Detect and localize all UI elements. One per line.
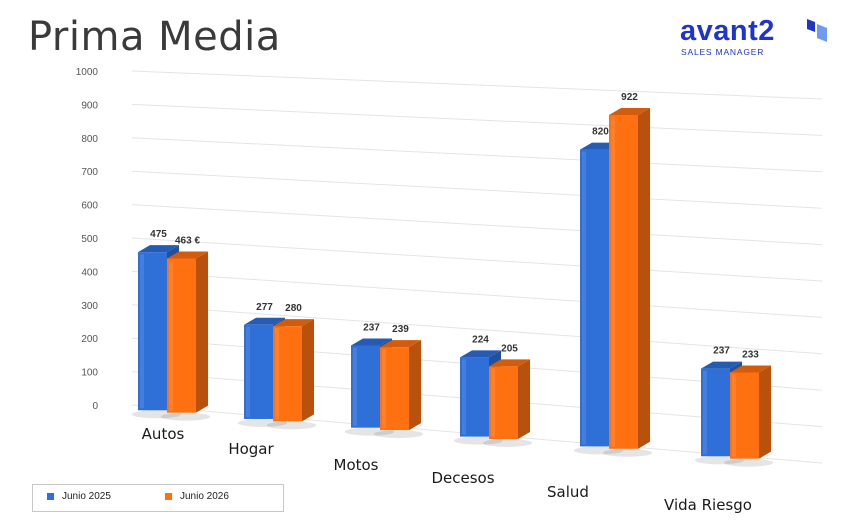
bar-side — [196, 251, 208, 413]
bar-highlight — [611, 117, 615, 447]
x-category-label: Salud — [547, 483, 589, 501]
bar-side — [759, 365, 771, 459]
x-category-label: Autos — [142, 425, 185, 443]
bar-shadow — [373, 430, 424, 439]
gridline — [131, 170, 823, 209]
bar-decesos-1 — [460, 357, 489, 437]
bar-top — [167, 251, 208, 259]
bar-highlight — [732, 374, 736, 457]
gridline — [131, 70, 823, 100]
logo-subtitle: SALES MANAGER — [681, 47, 765, 57]
bar-top — [730, 365, 771, 373]
bar-highlight — [491, 368, 495, 437]
bar-top — [489, 359, 530, 367]
bar-highlight — [353, 347, 357, 426]
legend-swatch-junio-2025 — [47, 493, 54, 500]
bar-salud-2 — [609, 115, 638, 449]
bar-top — [380, 340, 421, 348]
y-tick-label: 100 — [81, 368, 98, 379]
bar-side — [518, 359, 530, 439]
bar-top — [701, 361, 742, 369]
bar-top — [138, 245, 179, 253]
x-category-label: Vida Riesgo — [664, 496, 752, 514]
bar-top — [351, 338, 392, 346]
y-tick-label: 0 — [92, 401, 98, 412]
brand-logo: avant2 SALES MANAGER — [680, 16, 840, 60]
logo-wordmark: avant2 — [680, 15, 775, 47]
bar-highlight — [703, 370, 707, 455]
bar-shadow — [160, 412, 211, 421]
y-tick-label: 800 — [81, 134, 98, 145]
gridline — [131, 204, 823, 246]
bar-highlight — [582, 151, 586, 445]
logo-mark-icon — [807, 19, 827, 42]
bar-shadow — [602, 448, 653, 457]
bar-shadow — [723, 458, 774, 467]
bar-autos-1 — [138, 252, 167, 411]
legend-item-junio-2026: Junio 2026 — [165, 491, 229, 502]
x-category-label: Decesos — [431, 469, 494, 487]
bar-side — [409, 340, 421, 431]
x-category-label: Hogar — [228, 440, 274, 458]
data-label: 922 — [621, 92, 638, 103]
y-tick-label: 200 — [81, 334, 98, 345]
bar-decesos-2 — [489, 366, 518, 439]
bar-hogar-1 — [244, 324, 273, 419]
bar-top — [609, 108, 650, 116]
y-tick-label: 900 — [81, 100, 98, 111]
bar-highlight — [246, 326, 250, 417]
y-tick-label: 300 — [81, 301, 98, 312]
legend-item-junio-2025: Junio 2025 — [47, 491, 111, 502]
y-tick-label: 500 — [81, 234, 98, 245]
legend: Junio 2025 Junio 2026 — [32, 484, 284, 512]
bar-highlight — [140, 254, 144, 409]
bar-top — [460, 350, 501, 358]
chart-title: Prima Media — [28, 14, 281, 60]
bar-highlight — [169, 260, 173, 411]
data-label: 280 — [285, 303, 302, 314]
bar-autos-2 — [167, 258, 196, 413]
y-tick-label: 700 — [81, 167, 98, 178]
gridline — [131, 137, 823, 173]
data-label: 820 — [592, 127, 609, 138]
gridline — [131, 103, 823, 136]
y-tick-label: 400 — [81, 267, 98, 278]
y-tick-label: 1000 — [76, 67, 99, 78]
bar-shadow — [266, 421, 317, 430]
data-label: 475 — [150, 229, 167, 240]
y-tick-label: 600 — [81, 201, 98, 212]
bar-vida-riesgo-2 — [730, 372, 759, 459]
data-label: 237 — [713, 346, 730, 357]
data-label: 239 — [392, 324, 409, 335]
bar-highlight — [382, 349, 386, 429]
bar-highlight — [275, 328, 279, 420]
gridline — [131, 270, 823, 318]
data-label: 233 — [742, 349, 759, 360]
bar-shadow — [482, 438, 533, 447]
legend-swatch-junio-2026 — [165, 493, 172, 500]
data-label: 463 € — [175, 235, 200, 246]
bar-motos-1 — [351, 345, 380, 428]
bar-hogar-2 — [273, 326, 302, 422]
bar-top — [273, 319, 314, 327]
data-label: 205 — [501, 343, 518, 354]
gridline — [131, 304, 823, 355]
data-label: 224 — [472, 334, 489, 345]
bar-highlight — [462, 359, 466, 435]
gridline — [131, 237, 823, 282]
x-category-label: Motos — [334, 456, 379, 474]
bar-side — [302, 319, 314, 422]
bar-vida-riesgo-1 — [701, 368, 730, 457]
data-label: 277 — [256, 302, 273, 313]
legend-label: Junio 2026 — [180, 491, 229, 502]
legend-label: Junio 2025 — [62, 491, 111, 502]
bar-motos-2 — [380, 347, 409, 431]
bar-side — [638, 108, 650, 449]
data-label: 237 — [363, 322, 380, 333]
bar-top — [244, 317, 285, 325]
bar-salud-1 — [580, 149, 609, 447]
